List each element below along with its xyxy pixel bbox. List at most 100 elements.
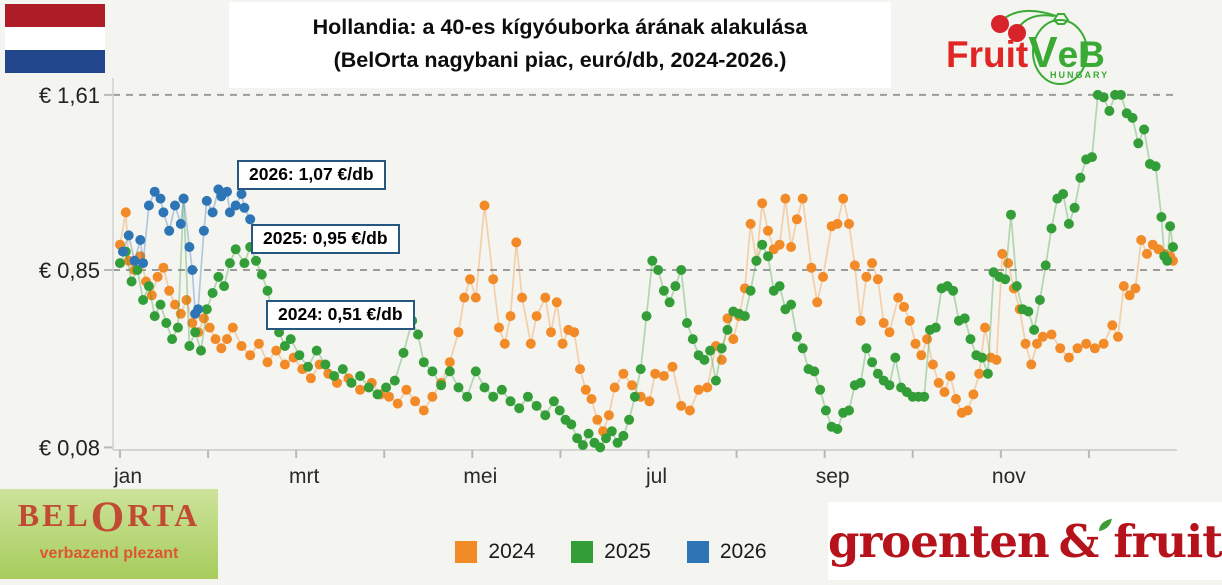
data-point: [392, 398, 403, 409]
data-point: [540, 292, 551, 303]
data-point: [143, 281, 154, 292]
legend-label-2024: 2024: [488, 540, 536, 563]
data-point: [1003, 258, 1014, 269]
x-axis-label: mei: [463, 465, 497, 488]
data-point: [933, 377, 944, 388]
data-point: [745, 285, 756, 296]
data-point: [676, 400, 687, 411]
data-point: [517, 292, 528, 303]
data-point: [716, 343, 727, 354]
leaf-icon: [1099, 518, 1113, 532]
data-point: [951, 394, 961, 404]
fruitveb-wordmark: FruitVeB: [946, 28, 1105, 78]
data-point: [797, 343, 808, 354]
data-point: [531, 311, 542, 322]
data-point: [684, 405, 695, 416]
data-point: [453, 327, 464, 338]
fruitveb-text-v: V: [1028, 28, 1058, 77]
data-point: [583, 428, 594, 439]
data-point: [389, 375, 400, 386]
data-point: [398, 347, 409, 358]
data-point: [820, 405, 831, 416]
data-point: [1069, 202, 1080, 213]
flag-band-white: [5, 27, 105, 50]
data-point: [172, 322, 183, 333]
data-point: [204, 322, 215, 333]
data-point: [436, 380, 447, 391]
data-point: [256, 269, 267, 280]
data-point: [710, 375, 721, 386]
data-point: [977, 352, 988, 363]
netherlands-flag-icon: [5, 4, 105, 73]
data-point: [262, 357, 273, 368]
data-point: [178, 193, 189, 204]
data-point: [586, 394, 597, 404]
data-point: [355, 384, 366, 395]
x-axis-label: jul: [645, 465, 667, 488]
data-point: [170, 299, 180, 310]
data-point: [1133, 138, 1144, 149]
annotation-2025-label: 2025: 0,95 €/db: [263, 228, 388, 248]
data-point: [196, 345, 206, 356]
data-point: [930, 322, 941, 333]
data-point: [1058, 189, 1069, 199]
data-point: [158, 262, 169, 273]
data-point: [780, 193, 791, 204]
data-point: [1006, 209, 1016, 220]
data-point: [479, 382, 490, 393]
data-point: [554, 405, 565, 416]
data-point: [1104, 106, 1115, 116]
data-point: [577, 440, 588, 451]
data-point: [1063, 352, 1074, 363]
data-point: [505, 311, 516, 322]
data-point: [459, 292, 470, 303]
data-point: [572, 433, 583, 444]
ampersand-text: &: [1058, 514, 1100, 568]
data-point: [647, 255, 658, 266]
data-point: [1142, 248, 1152, 259]
data-point: [427, 391, 438, 402]
legend-swatch-2025: [571, 541, 594, 563]
data-point: [739, 311, 750, 322]
data-point: [893, 292, 904, 303]
data-point: [872, 274, 883, 285]
belorta-wordmark: BELORTA: [0, 493, 218, 542]
belorta-text-o: O: [90, 494, 128, 541]
data-point: [337, 364, 348, 375]
data-point: [980, 322, 990, 333]
data-point: [566, 419, 577, 430]
data-point: [462, 391, 473, 402]
data-point: [1032, 338, 1042, 349]
data-point: [372, 389, 383, 400]
data-point: [155, 193, 166, 204]
groenten-text: groenten: [828, 514, 1050, 568]
data-point: [470, 292, 481, 303]
data-point: [184, 341, 195, 351]
data-point: [320, 359, 331, 370]
data-point: [650, 368, 661, 379]
data-point: [948, 285, 959, 296]
data-point: [774, 281, 785, 292]
belorta-logo: BELORTA verbazend plezant: [0, 489, 218, 579]
data-point: [592, 414, 603, 425]
fruitveb-country-label: HUNGARY: [1050, 70, 1110, 80]
data-point: [164, 285, 175, 296]
annotation-2024-price: 2024: 0,51 €/db: [266, 300, 415, 330]
data-point: [757, 198, 768, 209]
data-point: [635, 364, 646, 375]
data-point: [809, 366, 820, 377]
chart-subtitle: (BelOrta nagybani piac, euró/db, 2024-20…: [333, 48, 787, 72]
data-point: [1150, 161, 1161, 172]
data-point: [1040, 260, 1051, 271]
data-point: [1020, 338, 1031, 349]
data-point: [201, 195, 212, 206]
data-point: [219, 281, 230, 292]
data-point: [890, 352, 901, 363]
annotation-2026-price: 2026: 1,07 €/db: [237, 160, 386, 190]
data-point: [927, 359, 938, 370]
data-point: [658, 285, 669, 296]
data-point: [155, 299, 166, 310]
data-point: [722, 313, 733, 324]
